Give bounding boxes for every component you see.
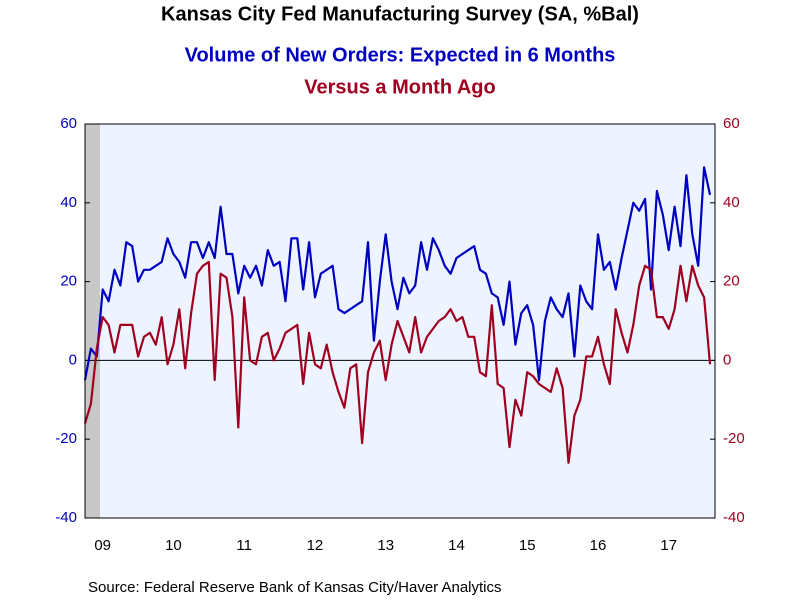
y2-tick-label: -40 [723,509,745,526]
x-tick-label: 16 [590,537,607,554]
y2-tick-label: 0 [723,351,731,368]
y-tick-label: 20 [60,273,77,290]
chart-title: Kansas City Fed Manufacturing Survey (SA… [161,3,639,25]
y2-tick-label: 20 [723,273,740,290]
x-tick-label: 09 [94,537,111,554]
x-tick-label: 13 [377,537,394,554]
y-tick-label: -20 [55,430,77,447]
x-tick-label: 17 [660,537,677,554]
x-tick-label: 14 [448,537,465,554]
recession-shade [85,124,100,518]
series-line [83,260,712,464]
series-line [83,166,712,382]
x-tick-label: 11 [236,537,252,554]
subtitle: Volume of New Orders: Expected in 6 Mont… [185,44,616,66]
plot-border [84,123,716,519]
x-tick-label: 15 [519,537,536,554]
y-tick-label: 60 [60,115,77,132]
y2-tick-label: 40 [723,194,740,211]
source: Source: Federal Reserve Bank of Kansas C… [88,579,502,596]
y2-tick-label: -20 [723,430,745,447]
y-tick-label: -40 [55,509,77,526]
y-tick-label: 0 [69,351,77,368]
subtitle: Versus a Month Ago [304,76,496,98]
y2-tick-label: 60 [723,115,740,132]
y-tick-label: 40 [60,194,77,211]
x-tick-label: 10 [165,537,182,554]
x-tick-label: 12 [307,537,324,554]
